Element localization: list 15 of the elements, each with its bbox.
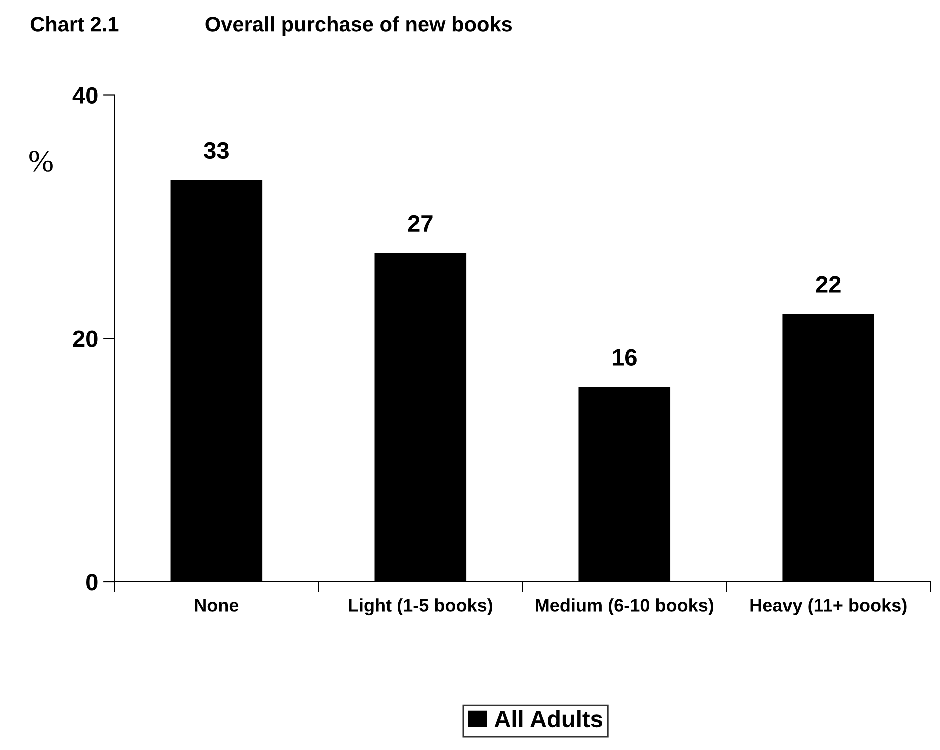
data-label: 22 [816,276,841,293]
y-axis-title: % [30,151,53,172]
y-tick-label: 40 [72,87,98,104]
y-tick-label: 20 [73,330,98,348]
data-label: 16 [612,349,637,366]
x-tick-label: Heavy (11+ books) [750,598,907,616]
data-label: 27 [408,215,433,232]
legend-label: All Adults [494,710,602,728]
x-tick-label: Medium (6-10 books) [536,598,714,616]
x-tick-label: None [195,599,239,612]
chart-title: Chart 2.1 [30,16,119,32]
y-tick-label: 0 [86,574,98,591]
chart-subtitle: Overall purchase of new books [206,16,512,36]
data-label: 33 [204,142,229,160]
x-tick-label: Light (1-5 books) [349,598,492,616]
